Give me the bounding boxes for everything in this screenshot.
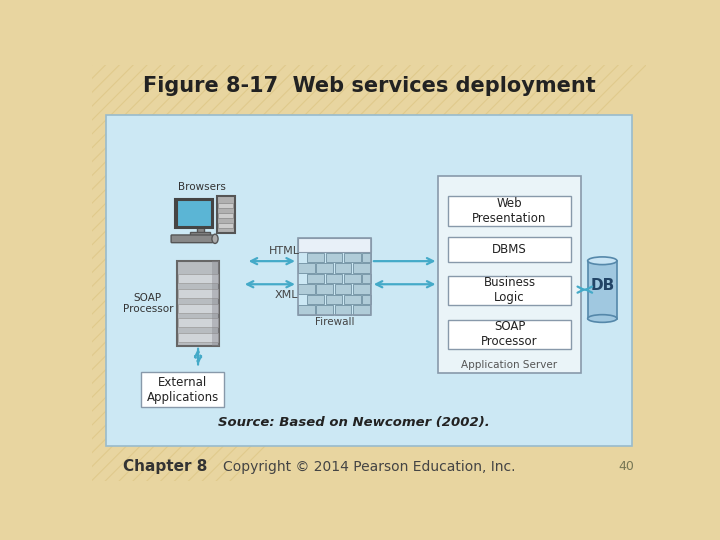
Bar (175, 199, 213, 228)
Bar (179, 318, 217, 327)
Bar (176, 200, 212, 226)
Bar (335, 305, 351, 315)
Text: 40: 40 (618, 460, 634, 473)
Bar (298, 305, 315, 315)
FancyBboxPatch shape (448, 320, 571, 349)
FancyBboxPatch shape (448, 276, 571, 305)
Bar (344, 295, 361, 304)
Bar (335, 284, 351, 294)
Bar (190, 232, 210, 236)
Bar (217, 195, 235, 233)
FancyBboxPatch shape (438, 177, 581, 373)
Bar (218, 204, 233, 208)
Bar (362, 295, 371, 304)
Text: Business
Logic: Business Logic (483, 276, 536, 305)
Text: External
Applications: External Applications (147, 376, 219, 404)
Text: Chapter 8: Chapter 8 (122, 459, 207, 474)
Bar (353, 263, 370, 273)
Text: DBMS: DBMS (492, 243, 527, 256)
Bar (344, 274, 361, 283)
Text: Browsers: Browsers (178, 182, 226, 192)
Bar (298, 284, 315, 294)
FancyBboxPatch shape (106, 115, 632, 446)
FancyBboxPatch shape (141, 373, 224, 407)
Ellipse shape (588, 257, 617, 265)
Bar (298, 263, 315, 273)
Bar (335, 263, 351, 273)
FancyBboxPatch shape (448, 197, 571, 226)
Bar (317, 305, 333, 315)
Text: XML: XML (275, 289, 298, 300)
Bar (307, 295, 324, 304)
Bar (307, 253, 324, 262)
Bar (362, 253, 371, 262)
Text: Application Server: Application Server (462, 360, 557, 370)
Bar (179, 274, 217, 284)
Ellipse shape (212, 234, 218, 244)
Bar (353, 284, 370, 294)
Bar (353, 305, 370, 315)
Bar (298, 238, 371, 315)
Bar (325, 295, 342, 304)
Bar (325, 253, 342, 262)
Ellipse shape (588, 315, 617, 322)
Text: Source: Based on Newcomer (2002).: Source: Based on Newcomer (2002). (217, 416, 490, 429)
Text: SOAP
Processor: SOAP Processor (122, 293, 173, 314)
Bar (325, 274, 342, 283)
Text: SOAP
Processor: SOAP Processor (481, 320, 538, 348)
Bar (197, 226, 204, 233)
Text: Web
Presentation: Web Presentation (472, 197, 546, 225)
Text: Copyright © 2014 Pearson Education, Inc.: Copyright © 2014 Pearson Education, Inc. (222, 460, 516, 474)
Text: HTML: HTML (269, 246, 300, 256)
Bar (179, 333, 217, 342)
Text: Figure 8-17  Web services deployment: Figure 8-17 Web services deployment (143, 76, 595, 96)
Bar (362, 274, 371, 283)
Bar (298, 238, 371, 252)
Bar (307, 274, 324, 283)
FancyBboxPatch shape (171, 235, 212, 242)
Bar (179, 289, 217, 298)
FancyBboxPatch shape (448, 237, 571, 262)
Bar (344, 253, 361, 262)
Bar (317, 284, 333, 294)
Text: Firewall: Firewall (315, 317, 354, 327)
Bar (212, 261, 219, 346)
Bar (317, 263, 333, 273)
Bar (179, 303, 217, 313)
Bar (218, 224, 233, 228)
FancyBboxPatch shape (177, 261, 219, 346)
Bar (218, 213, 233, 218)
Text: DB: DB (590, 278, 614, 293)
Bar (588, 261, 617, 319)
